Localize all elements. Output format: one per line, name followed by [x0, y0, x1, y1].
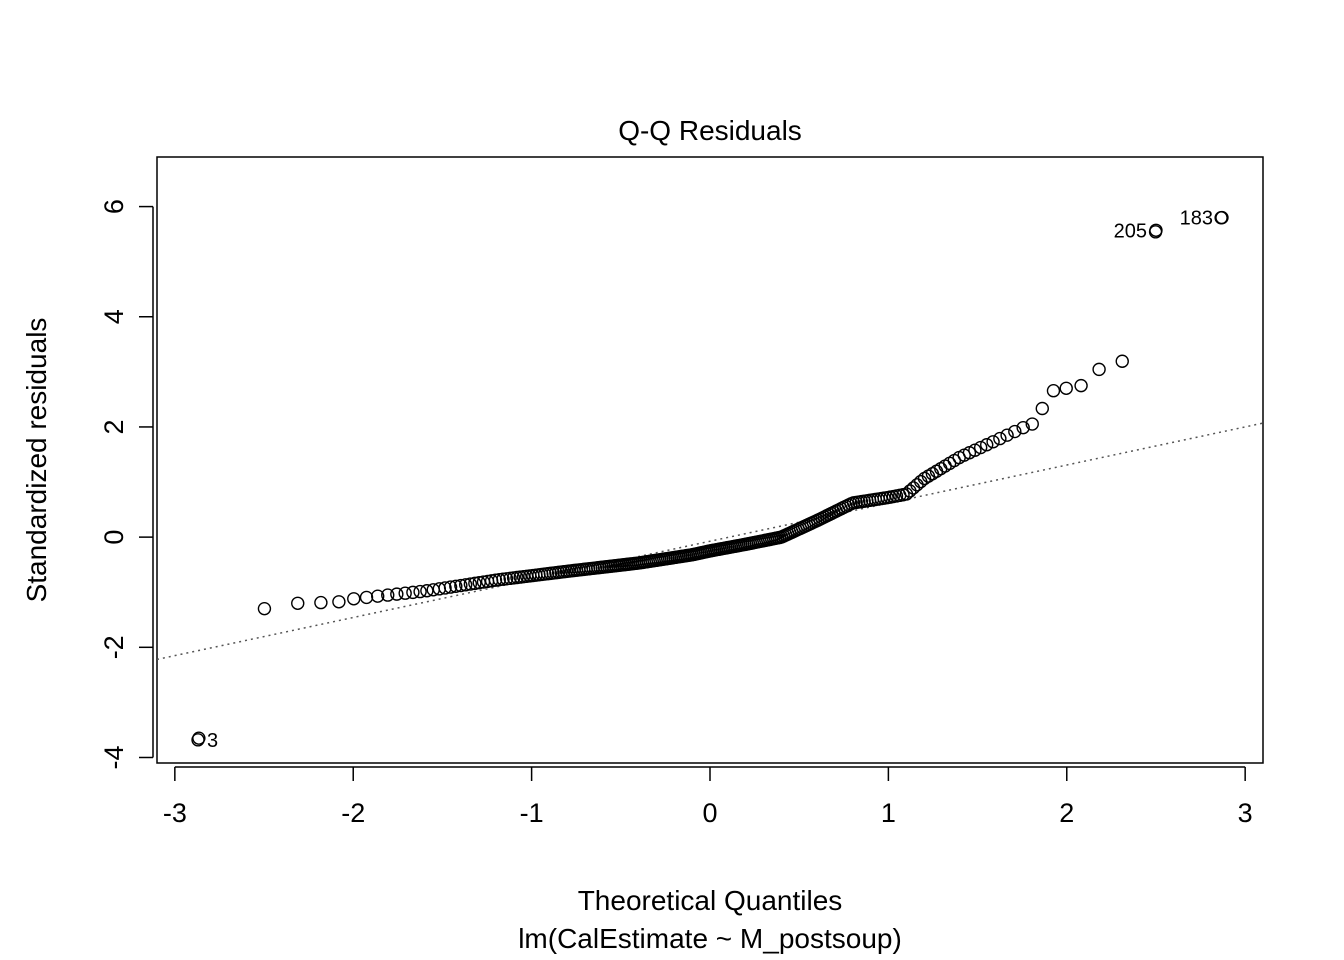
reference-line-group [156, 422, 1264, 661]
data-point [1025, 417, 1039, 431]
point-label: 183 [1180, 208, 1213, 230]
y-tick-label: 0 [99, 530, 129, 545]
data-point [443, 580, 458, 594]
qq-reference-line [156, 422, 1264, 661]
point-labels-group: 3 205 183 [207, 208, 1213, 752]
data-point [993, 431, 1007, 446]
x-axis-label: Theoretical Quantiles [578, 885, 843, 916]
data-point [398, 586, 412, 600]
x-tick-label: -3 [163, 798, 187, 828]
data-point [332, 595, 346, 609]
data-point [381, 588, 395, 602]
x-tick-label: 3 [1238, 798, 1253, 828]
data-point [420, 584, 434, 598]
data-point [257, 601, 272, 616]
point-label: 3 [207, 730, 218, 752]
data-point [390, 587, 404, 601]
data-point [1016, 420, 1030, 435]
x-tick-label: -1 [520, 798, 544, 828]
data-point [903, 484, 917, 498]
chart-title: Q-Q Residuals [618, 115, 802, 146]
y-tick-label: 4 [99, 309, 129, 324]
data-point [1035, 401, 1049, 416]
x-tick-label: -2 [341, 798, 365, 828]
data-point [1149, 223, 1163, 237]
y-tick-label: 6 [99, 199, 129, 214]
data-point [980, 438, 994, 452]
data-point [463, 577, 478, 591]
data-point [406, 585, 420, 600]
data-point [973, 440, 988, 455]
data-point [1000, 428, 1014, 442]
data-point [1074, 378, 1088, 393]
data-point [458, 578, 473, 592]
data-point [347, 592, 361, 606]
x-tick-label: 2 [1059, 798, 1074, 828]
data-point [1046, 384, 1061, 398]
y-tick-label: -4 [99, 745, 129, 769]
data-point [986, 435, 1000, 449]
data-point [191, 733, 205, 747]
x-axis: -3 -2 -1 0 1 2 3 [163, 766, 1253, 828]
data-point [413, 584, 427, 599]
x-tick-label: 1 [881, 798, 896, 828]
data-point [454, 578, 468, 593]
data-point [359, 590, 374, 605]
points-group [191, 210, 1229, 747]
data-point [291, 596, 305, 610]
data-point [371, 589, 385, 603]
y-tick-label: -2 [99, 635, 129, 659]
data-point [314, 595, 328, 610]
y-tick-label: 2 [99, 419, 129, 434]
plot-frame [156, 156, 1264, 764]
data-point [438, 581, 452, 595]
data-point [449, 579, 463, 593]
point-label: 205 [1114, 220, 1147, 242]
data-point [910, 478, 924, 492]
y-axis-label: Standardized residuals [21, 318, 52, 603]
data-point [938, 459, 952, 473]
x-axis-sublabel: lm(CalEstimate ~ M_postsoup) [518, 923, 902, 954]
data-point [1115, 354, 1129, 368]
x-tick-label: 0 [702, 798, 717, 828]
data-point [1092, 362, 1106, 377]
data-point [1059, 381, 1073, 395]
data-point [1215, 210, 1229, 225]
y-axis: -4 -2 0 2 4 6 [99, 199, 154, 769]
data-point [1008, 424, 1022, 439]
data-point [468, 576, 482, 591]
